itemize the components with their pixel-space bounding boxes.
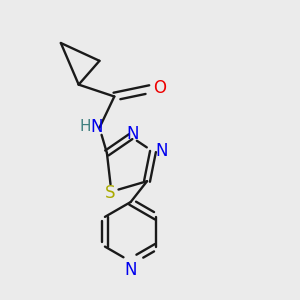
Text: S: S	[105, 184, 115, 202]
Text: N: N	[124, 261, 137, 279]
Text: O: O	[153, 79, 166, 97]
Text: N: N	[156, 142, 168, 160]
Text: N: N	[127, 125, 139, 143]
Text: H: H	[80, 119, 91, 134]
Text: N: N	[90, 118, 103, 136]
